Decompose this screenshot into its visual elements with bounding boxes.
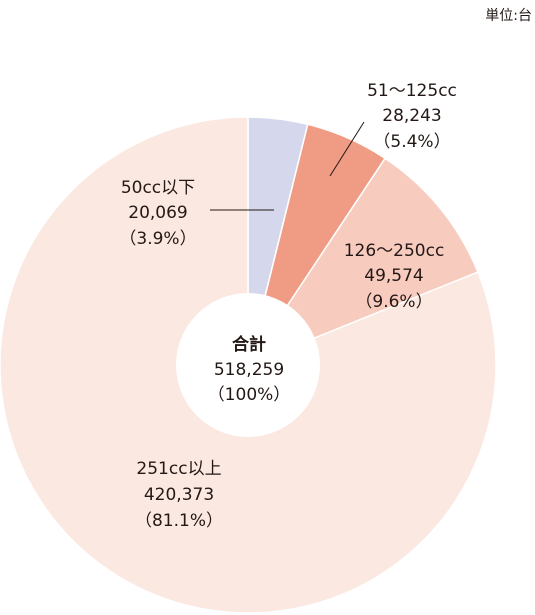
segment-name-51-125cc: 51〜125cc — [367, 81, 457, 101]
donut-hole — [176, 293, 320, 437]
leader-line-51-125cc — [329, 121, 365, 177]
segment-label-126-250cc: 126〜250cc 49,574 （9.6%） — [344, 241, 445, 312]
segment-value-50cc: 20,069 — [128, 203, 187, 223]
segment-percent-51-125cc: （5.4%） — [373, 132, 450, 152]
slice-126-250cc — [246, 157, 479, 367]
segment-name-251cc: 251cc以上 — [136, 459, 221, 479]
segment-label-50cc: 50cc以下 20,069 （3.9%） — [119, 178, 196, 249]
total-value: 518,259 — [214, 360, 284, 380]
segment-label-251cc: 251cc以上 420,373 （81.1%） — [135, 459, 223, 531]
center-total-label: 合計 518,259 （100%） — [208, 334, 291, 405]
segment-percent-50cc: （3.9%） — [119, 229, 196, 249]
segment-value-51-125cc: 28,243 — [382, 106, 441, 126]
segment-percent-251cc: （81.1%） — [135, 511, 223, 531]
segment-label-51-125cc: 51〜125cc 28,243 （5.4%） — [367, 81, 457, 152]
unit-label: 単位:台 — [485, 8, 532, 24]
total-title: 合計 — [232, 334, 266, 355]
total-percent: （100%） — [208, 385, 291, 405]
segment-name-126-250cc: 126〜250cc — [344, 241, 445, 261]
segment-percent-126-250cc: （9.6%） — [355, 292, 432, 312]
segment-value-126-250cc: 49,574 — [364, 266, 423, 286]
segment-value-251cc: 420,373 — [144, 485, 214, 505]
segment-name-50cc: 50cc以下 — [121, 178, 195, 198]
leader-lines — [210, 121, 365, 211]
